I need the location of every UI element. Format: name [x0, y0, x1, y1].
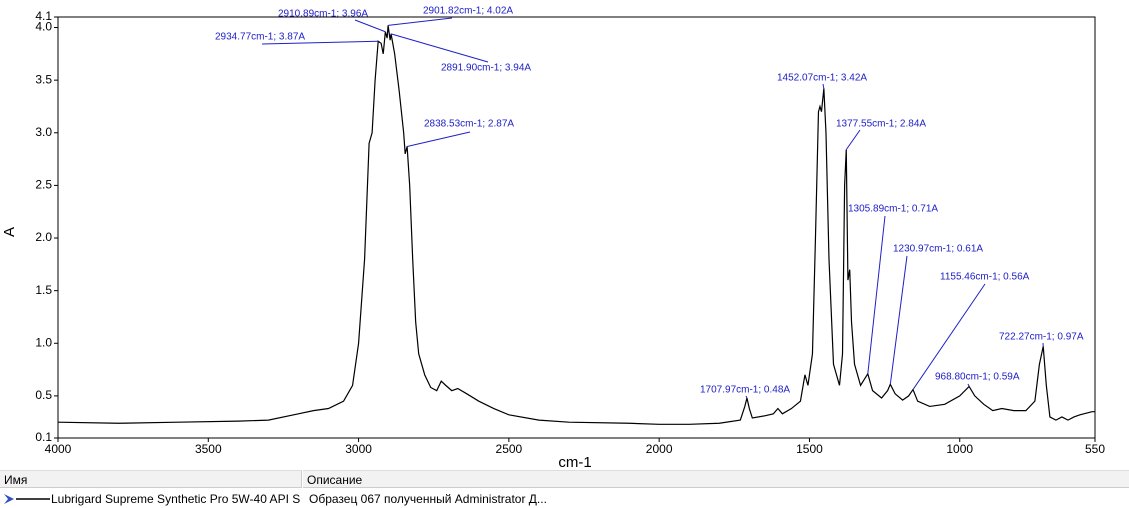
chart: cm-1 A 4000 3500 3000 2500 2000 1500 1000 550 0.…	[1, 6, 1105, 470]
y-tick-label: 2.5	[35, 178, 52, 192]
annotation-leader	[745, 395, 748, 399]
annotation-label: 722.27cm-1; 0.97A	[999, 332, 1084, 343]
y-tick-label: 1.0	[35, 335, 52, 349]
series-icon	[4, 494, 50, 504]
annotation-leader	[822, 83, 825, 89]
annotation-label: 2901.82cm-1; 4.02A	[423, 6, 513, 17]
annotation-leader	[889, 255, 908, 385]
y-tick-label: 0.1	[35, 430, 52, 444]
annotation-leader	[407, 131, 471, 147]
annotation-label: 968.80cm-1; 0.59A	[935, 372, 1020, 383]
plot-frame	[57, 16, 1096, 439]
column-header[interactable]: Имя	[0, 470, 302, 488]
annotation-label: 2838.53cm-1; 2.87A	[424, 119, 514, 130]
y-tick-label: 3.5	[35, 72, 52, 86]
annotation-label: 1452.07cm-1; 3.42A	[777, 73, 867, 84]
spectrum-line	[57, 25, 1095, 425]
y-axis-label: A	[1, 227, 18, 237]
annotation-label: 1230.97cm-1; 0.61A	[893, 244, 983, 255]
annotation-leader	[867, 215, 886, 374]
row-arrow	[4, 494, 14, 504]
x-tick-label: 4000	[45, 442, 72, 456]
series-description[interactable]: Образец 067 полученный Administrator Д..…	[309, 492, 547, 506]
x-tick-label: 2500	[496, 442, 523, 456]
annotation-label: 1305.89cm-1; 0.71A	[848, 204, 938, 215]
x-tick-label: 3000	[345, 442, 372, 456]
x-axis-label: cm-1	[558, 454, 591, 470]
x-tick-label: 3500	[195, 442, 222, 456]
annotation-leader	[967, 383, 970, 387]
annotation-label: 2891.90cm-1; 3.94A	[441, 63, 531, 74]
y-tick-label: 2.0	[35, 230, 52, 244]
series-name[interactable]: Lubrigard Supreme Synthetic Pro 5W-40 AP…	[51, 492, 301, 506]
annotation-label: 1377.55cm-1; 2.84A	[836, 119, 926, 130]
sample-table: Имя Описание Lubrigard Supreme Synthetic…	[0, 470, 1129, 508]
y-tick-label: 4.0	[35, 20, 52, 34]
annotation-leader	[261, 40, 379, 45]
annotation-leader	[354, 19, 386, 33]
annotation-label: 2934.77cm-1; 3.87A	[215, 32, 305, 43]
y-tick-label: 4.1	[35, 9, 52, 23]
annotation-label: 1155.46cm-1; 0.56A	[940, 272, 1030, 283]
column-header[interactable]: Описание	[303, 470, 1129, 488]
x-tick-label: 2000	[646, 442, 673, 456]
annotation-leader	[845, 129, 861, 150]
annotation-leader	[390, 33, 489, 63]
annotation-leader	[912, 283, 986, 390]
annotation-leader	[388, 17, 453, 26]
x-tick-label: 1000	[946, 442, 973, 456]
x-tick-label: 1500	[796, 442, 823, 456]
x-tick-label: 550	[1085, 442, 1105, 456]
y-tick-label: 3.0	[35, 125, 52, 139]
y-tick-label: 1.5	[35, 283, 52, 297]
annotation-label: 2910.89cm-1; 3.96A	[278, 9, 368, 20]
annotation-label: 1707.97cm-1; 0.48A	[700, 385, 790, 396]
y-tick-label: 0.5	[35, 388, 52, 402]
